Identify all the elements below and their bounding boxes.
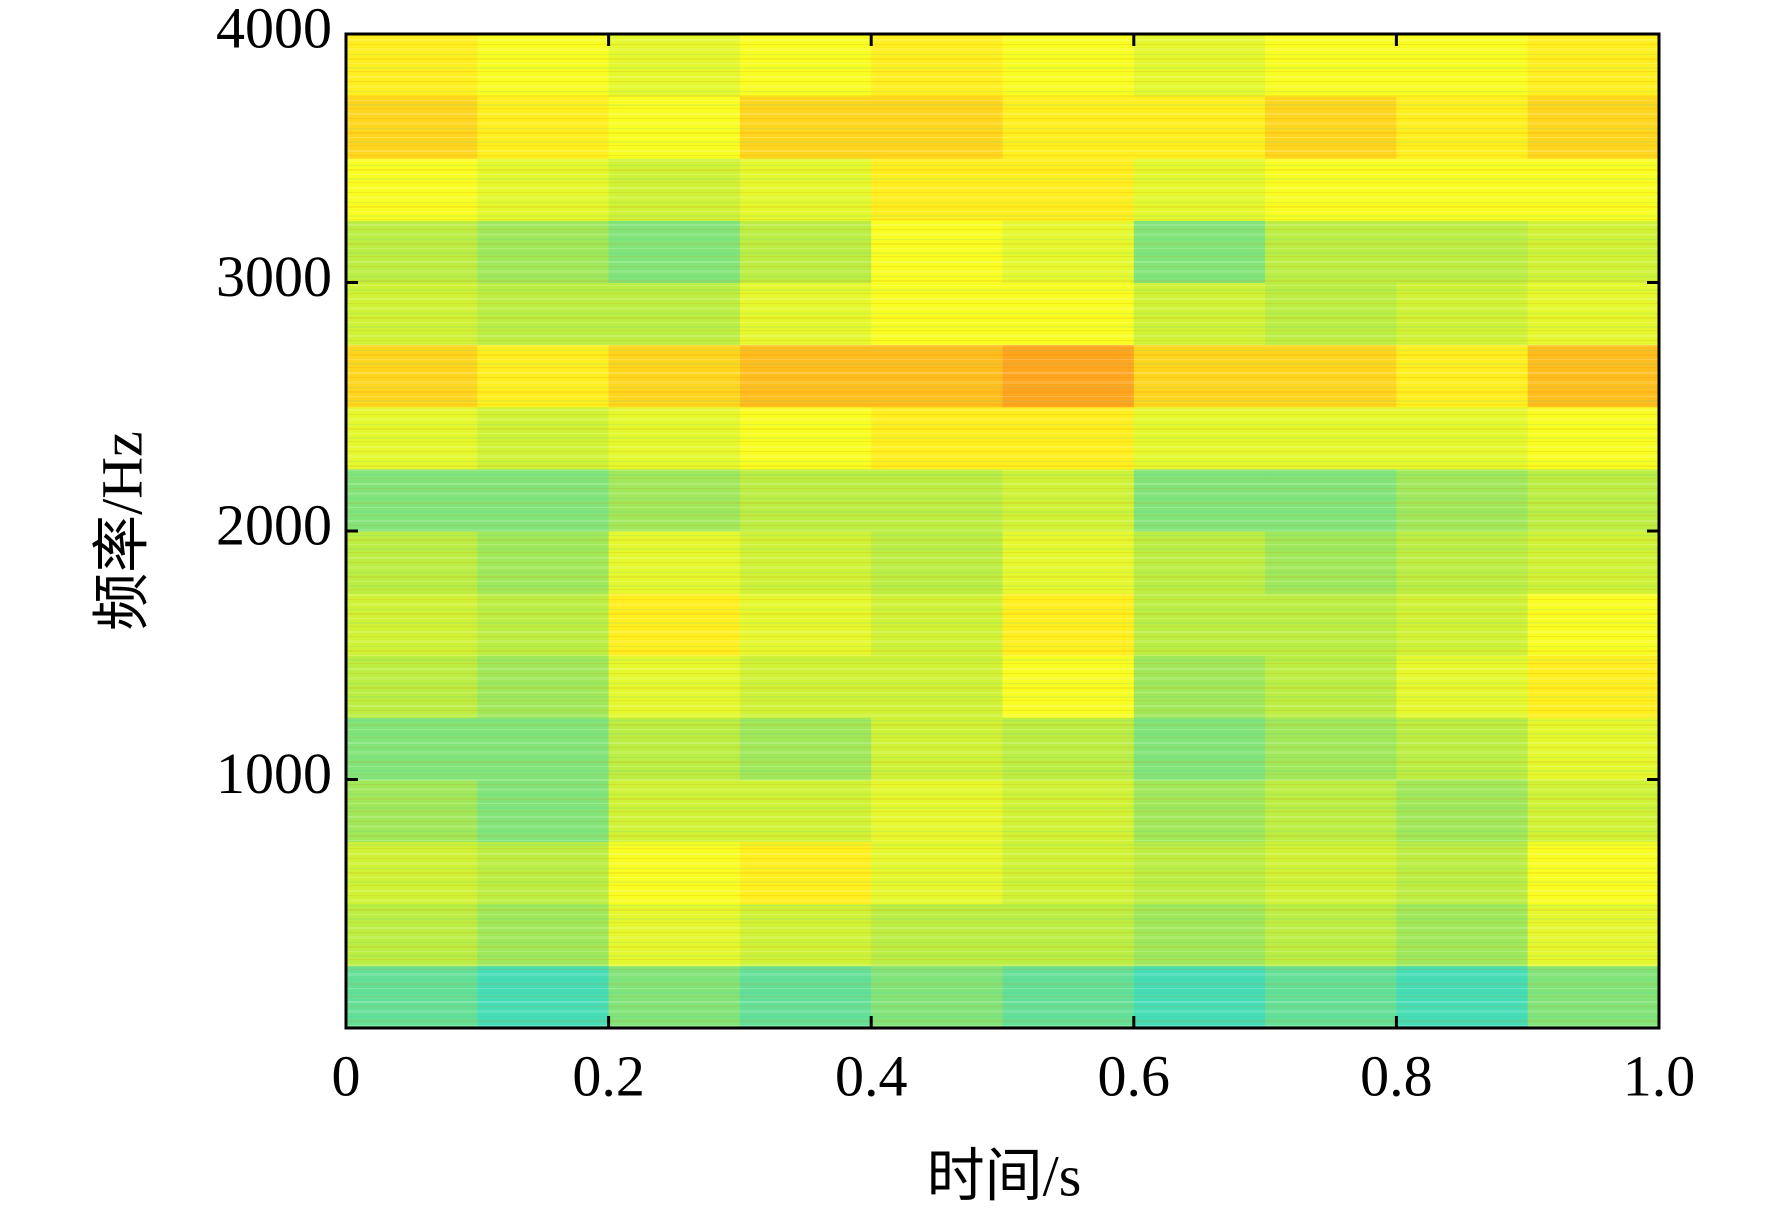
x-tick-label: 0.6 [1098, 1043, 1171, 1108]
y-tick-label: 1000 [216, 741, 332, 806]
x-tick-label: 0 [332, 1043, 361, 1108]
x-tick-label: 0.4 [835, 1043, 908, 1108]
y-tick-label: 4000 [216, 0, 332, 60]
x-tick-label: 0.2 [572, 1043, 645, 1108]
texture [346, 34, 1659, 1028]
x-tick-label: 0.8 [1360, 1043, 1433, 1108]
y-tick-label: 2000 [216, 492, 332, 557]
y-tick-label: 3000 [216, 244, 332, 309]
x-axis-label: 时间/s [927, 1143, 1082, 1208]
x-tick-label: 1.0 [1623, 1043, 1696, 1108]
plot-frame [344, 32, 1661, 1030]
y-axis-label: 频率/Hz [89, 431, 154, 631]
